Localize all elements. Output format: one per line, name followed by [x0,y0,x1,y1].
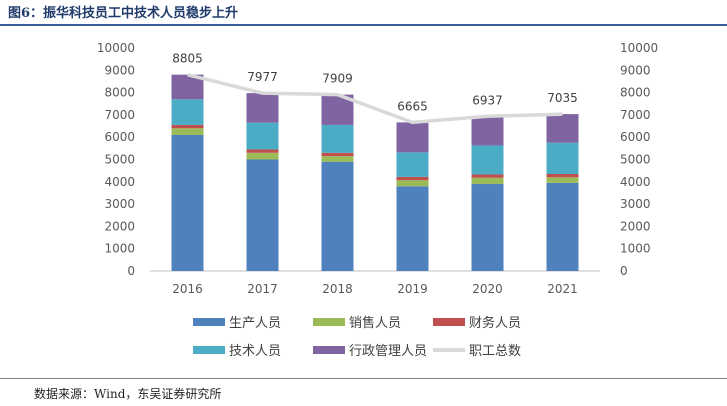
figure-title: 图6：振华科技员工中技术人员稳步上升 [8,6,239,21]
x-axis-ticks: 2016 2017 2018 2019 2020 2021 [172,282,578,296]
bar-segment [246,122,279,150]
right-y-tick-label: 2000 [620,219,651,233]
total-data-labels: 8805 7977 7909 6665 6937 7035 [172,52,578,114]
source-rule [0,378,727,379]
legend-label: 职工总数 [469,344,521,359]
right-y-tick-label: 3000 [620,197,651,211]
left-y-tick-label: 10000 [97,41,135,55]
total-data-label: 7977 [247,70,278,84]
total-data-label: 7035 [547,91,578,105]
legend-label: 技术人员 [229,344,281,359]
bar-segment [246,159,279,271]
right-y-tick-label: 5000 [620,153,651,167]
right-y-tick-label: 9000 [620,63,651,77]
left-y-tick-label: 9000 [104,63,135,77]
bar-segment [321,156,354,162]
bar-segment [396,122,429,153]
x-tick-label: 2021 [547,282,578,296]
bar-segment [546,173,579,178]
bar-segment [171,99,204,125]
right-y-tick-label: 7000 [620,108,651,122]
left-axis-ticks: 0 1000 2000 3000 4000 5000 6000 7000 8000 9000 100… [97,41,135,278]
bar-segment [321,124,354,153]
bar-segment [246,93,279,123]
legend-label: 生产人员 [229,316,281,331]
bar-segment [471,184,504,271]
bar-segment [171,134,204,271]
title-rule [0,24,727,26]
bar-segment [246,152,279,160]
right-y-tick-label: 10000 [620,41,658,55]
bar-segment [471,177,504,185]
x-tick-label: 2016 [172,282,203,296]
total-data-label: 7909 [322,72,353,86]
legend-swatch [433,318,465,326]
total-data-label: 6665 [397,99,428,113]
total-data-label: 6937 [472,93,503,107]
bar-segment [396,180,429,187]
legend-swatch [193,346,225,354]
legend-swatch [313,318,345,326]
bar-segment [546,177,579,183]
legend-swatch [313,346,345,354]
bar-segment [171,124,204,129]
x-tick-label: 2017 [247,282,278,296]
left-y-tick-label: 7000 [104,108,135,122]
x-tick-label: 2020 [472,282,503,296]
bar-segment [546,114,579,143]
right-y-tick-label: 0 [620,264,628,278]
bars-group [171,74,579,271]
legend-label: 销售人员 [349,315,401,331]
left-y-tick-label: 5000 [104,153,135,167]
x-tick-label: 2018 [322,282,353,296]
left-y-tick-label: 6000 [104,130,135,144]
bar-segment [396,176,429,181]
bar-segment [471,174,504,178]
stacked-bar-line-chart: 0 1000 2000 3000 4000 5000 6000 7000 8000 9000 100… [97,41,658,359]
total-data-label: 8805 [172,52,203,66]
bar-segment [396,152,429,177]
left-y-tick-label: 2000 [104,219,135,233]
bar-segment [321,152,354,157]
bar-segment [471,116,504,146]
right-y-tick-label: 6000 [620,130,651,144]
bar-segment [246,149,279,153]
legend-label: 财务人员 [469,315,521,331]
x-tick-label: 2019 [397,282,428,296]
legend-label: 行政管理人员 [349,344,427,359]
bar-segment [321,161,354,271]
total-employees-line [187,72,563,125]
bar-segment [171,128,204,135]
right-y-tick-label: 8000 [620,86,651,100]
left-y-tick-label: 3000 [104,197,135,211]
legend-swatch [193,318,225,326]
left-y-tick-label: 1000 [104,242,135,256]
left-y-tick-label: 8000 [104,86,135,100]
source-note: 数据来源：Wind，东吴证券研究所 [34,387,222,401]
bar-segment [546,182,579,271]
left-y-tick-label: 0 [127,264,135,278]
bar-segment [471,145,504,175]
bar-segment [396,186,429,271]
right-axis-ticks: 0 1000 2000 3000 4000 5000 6000 7000 8000 9000 100… [620,41,658,278]
bar-segment [546,142,579,174]
right-y-tick-label: 4000 [620,175,651,189]
left-y-tick-label: 4000 [104,175,135,189]
right-y-tick-label: 1000 [620,242,651,256]
